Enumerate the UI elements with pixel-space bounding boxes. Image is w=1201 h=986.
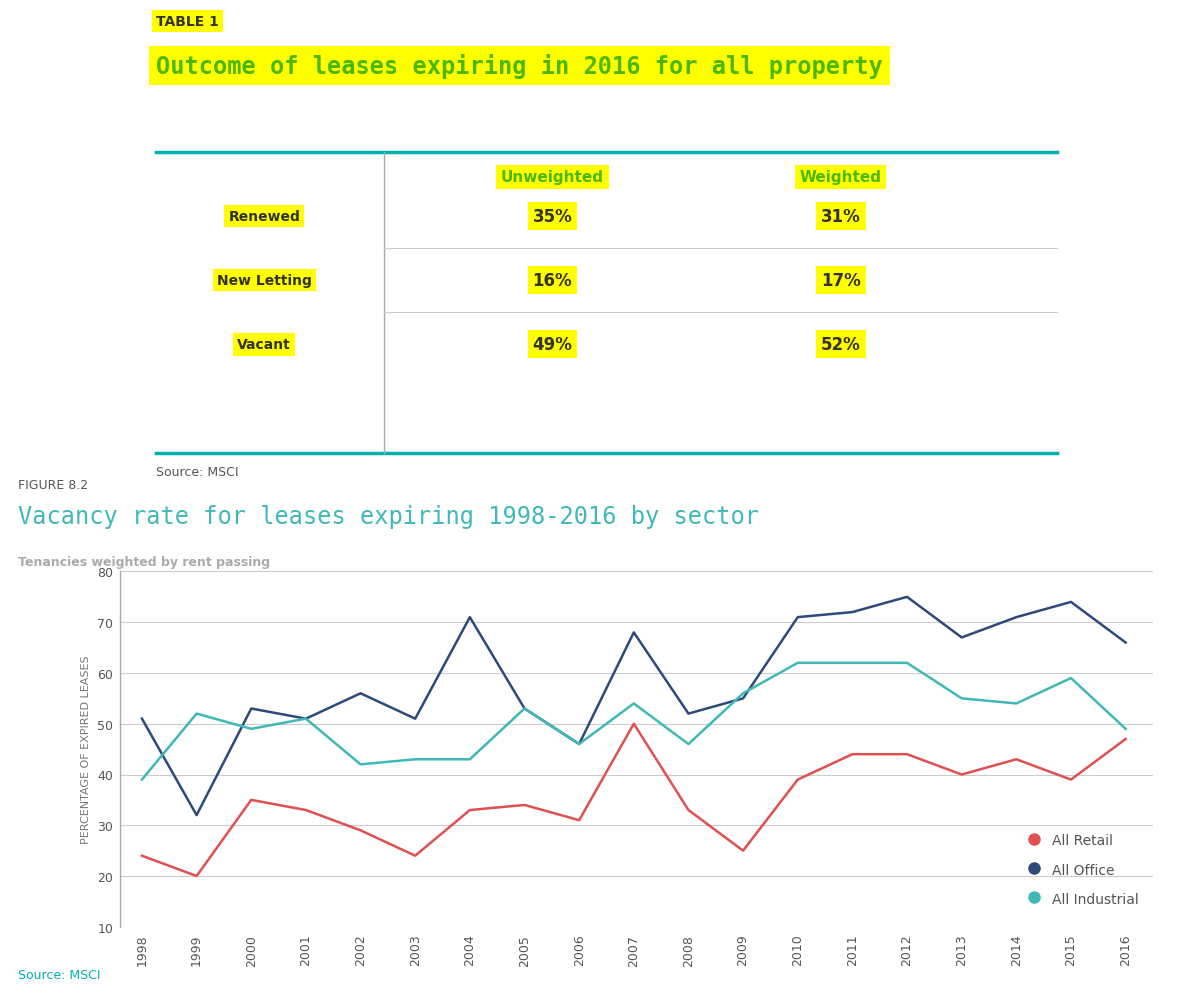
Text: Renewed: Renewed [228,210,300,224]
Text: 52%: 52% [820,336,861,354]
Text: 49%: 49% [532,336,573,354]
Text: Outcome of leases expiring in 2016 for all property: Outcome of leases expiring in 2016 for a… [156,54,883,79]
Text: Weighted: Weighted [800,170,882,185]
Legend: All Retail, All Office, All Industrial: All Retail, All Office, All Industrial [1021,826,1146,913]
Text: Vacancy rate for leases expiring 1998-2016 by sector: Vacancy rate for leases expiring 1998-20… [18,504,759,528]
Text: New Letting: New Letting [217,274,311,288]
Text: Vacant: Vacant [238,338,291,352]
Text: Tenancies weighted by rent passing: Tenancies weighted by rent passing [18,555,270,568]
Text: FIGURE 8.2: FIGURE 8.2 [18,478,88,491]
Text: TABLE 1: TABLE 1 [156,15,219,29]
Text: 31%: 31% [820,208,861,226]
Text: 35%: 35% [532,208,573,226]
Text: 16%: 16% [533,272,572,290]
Text: Unweighted: Unweighted [501,170,604,185]
Text: 17%: 17% [820,272,861,290]
Text: Source: MSCI: Source: MSCI [156,465,239,478]
Text: Source: MSCI: Source: MSCI [18,968,101,981]
Y-axis label: PERCENTAGE OF EXPIRED LEASES: PERCENTAGE OF EXPIRED LEASES [80,655,91,844]
